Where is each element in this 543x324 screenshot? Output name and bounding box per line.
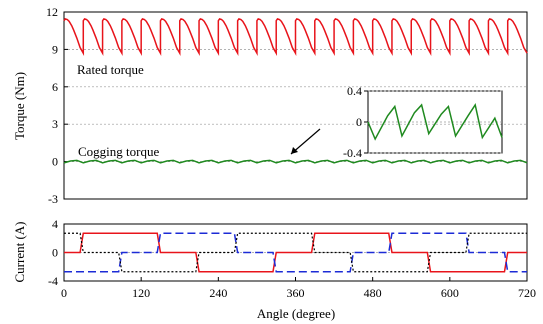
inset-arrow-line (290, 128, 321, 155)
rated-torque-annotation: Rated torque (77, 62, 144, 77)
torque-y-axis-label: Torque (Nm) (12, 72, 27, 140)
inset-y-tick-label: 0.4 (347, 84, 362, 98)
current-lines (64, 232, 527, 273)
x-tick-label: 720 (518, 286, 536, 300)
torque-y-tick-label: 6 (52, 80, 58, 94)
x-tick-label: 360 (287, 286, 305, 300)
angle-x-ticks: 0 120 240 360 480 600 720 (61, 277, 536, 300)
angle-x-axis-label: Angle (degree) (257, 306, 335, 321)
torque-y-ticks: -3 0 3 6 9 12 (46, 5, 68, 206)
rated-torque-line (63, 17, 528, 56)
x-tick-label: 480 (364, 286, 382, 300)
inset-arrow-head (291, 147, 298, 154)
current-y-tick-label: 4 (52, 217, 58, 231)
current-panel: -404 0 120 240 360 480 600 720 Current (A) Ang… (12, 217, 536, 321)
torque-y-tick-label: 3 (52, 117, 58, 131)
torque-panel: -3 0 3 6 9 12 Rated torque Cogging torque Tor… (12, 5, 528, 206)
x-tick-label: 240 (209, 286, 227, 300)
current-y-tick-label: 0 (52, 246, 58, 260)
x-tick-label: 0 (61, 286, 67, 300)
torque-y-tick-label: 0 (52, 155, 58, 169)
current-y-axis-label: Current (A) (12, 221, 27, 282)
inset-cogging-line (367, 103, 503, 141)
x-tick-label: 120 (132, 286, 150, 300)
inset-y-tick-label: 0 (356, 115, 362, 129)
current-series-solid-line (64, 232, 527, 273)
inset-y-tick-label: -0.4 (343, 146, 362, 160)
cogging-inset: -0.4 0 0.4 (343, 84, 503, 160)
torque-y-tick-label: 12 (46, 5, 58, 19)
current-y-tick-label: -4 (48, 274, 58, 288)
inset-y-ticks: -0.4 0 0.4 (343, 84, 368, 160)
current-series-dotted-line (64, 232, 527, 273)
torque-y-tick-label: -3 (48, 192, 58, 206)
torque-y-tick-label: 9 (52, 42, 58, 56)
x-tick-label: 600 (441, 286, 459, 300)
inset-grid (368, 90, 502, 154)
cogging-torque-annotation: Cogging torque (78, 144, 159, 159)
cogging-torque-line (63, 159, 528, 164)
torque-plot-frame (63, 11, 528, 200)
current-series-dashed-line (64, 232, 527, 273)
